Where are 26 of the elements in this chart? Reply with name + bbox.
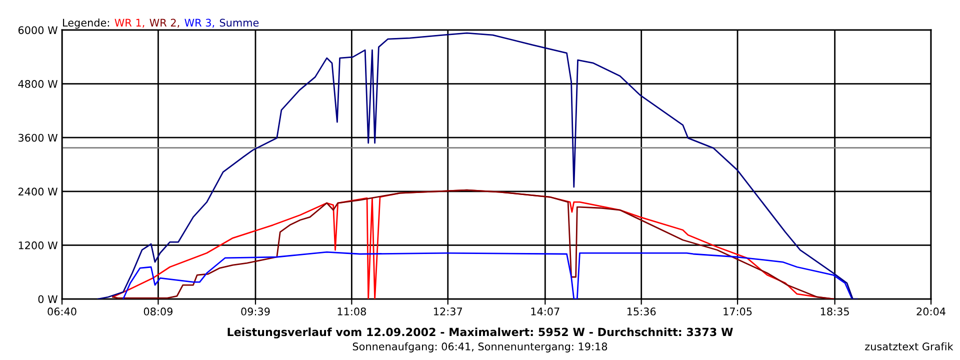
line-series <box>97 32 858 300</box>
text: zusatztext Grafik <box>865 342 954 350</box>
y-tick-label: 4800 W <box>18 80 58 88</box>
y-tick-label: 0 W <box>38 295 58 304</box>
text: WR 1, <box>114 18 144 28</box>
line-series <box>122 251 853 300</box>
text: WR 3, <box>184 18 214 28</box>
x-tick-label: 09:39 <box>241 308 270 316</box>
x-tick-label: 17:05 <box>724 308 752 316</box>
x-tick-label: 06:40 <box>48 308 76 316</box>
y-tick-label: 2400 W <box>18 188 58 196</box>
x-tick-label: 15:36 <box>627 308 656 316</box>
x-tick-label: 08:09 <box>144 308 172 316</box>
x-tick-label: 20:04 <box>916 308 946 316</box>
x-tick-label: 18:35 <box>820 308 849 316</box>
text: Summe <box>220 18 259 27</box>
x-tick-label: 11:08 <box>338 308 366 316</box>
x-tick-label: 14:07 <box>531 308 560 316</box>
x-tick-label: 12:37 <box>434 308 462 316</box>
text: WR 2, <box>150 18 180 28</box>
y-tick-label: 1200 W <box>18 241 58 250</box>
y-tick-label: 3600 W <box>18 134 58 142</box>
legend-title: Legende: <box>63 18 109 29</box>
y-tick-label: 6000 W <box>18 26 58 34</box>
text: Sonnenaufgang: 06:41, Sonnenuntergang: 19:18 <box>352 342 608 352</box>
text: Leistungsverlauf vom 12.09.2002 - Maximalwert: 5952 W - Durchschnitt: 3373 W <box>228 328 733 338</box>
